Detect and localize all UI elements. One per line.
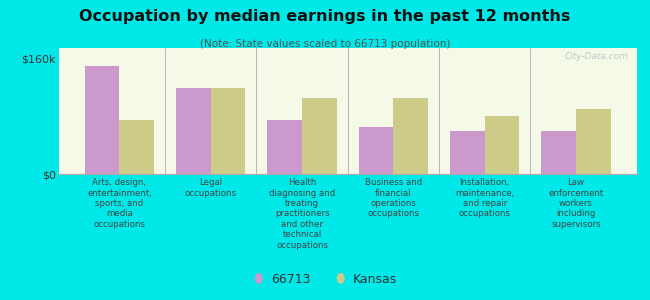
Bar: [302, 98, 337, 174]
Bar: [393, 98, 428, 174]
Legend: 66713, Kansas: 66713, Kansas: [248, 268, 402, 291]
Bar: [541, 131, 576, 174]
Text: City-Data.com: City-Data.com: [564, 52, 629, 61]
Bar: [267, 120, 302, 174]
Bar: [485, 116, 519, 174]
Bar: [176, 88, 211, 174]
Bar: [359, 127, 393, 174]
Bar: [576, 109, 611, 174]
Bar: [120, 120, 154, 174]
Text: (Note: State values scaled to 66713 population): (Note: State values scaled to 66713 popu…: [200, 39, 450, 49]
Text: Occupation by median earnings in the past 12 months: Occupation by median earnings in the pas…: [79, 9, 571, 24]
Bar: [84, 66, 120, 174]
Bar: [450, 131, 485, 174]
Bar: [211, 88, 246, 174]
